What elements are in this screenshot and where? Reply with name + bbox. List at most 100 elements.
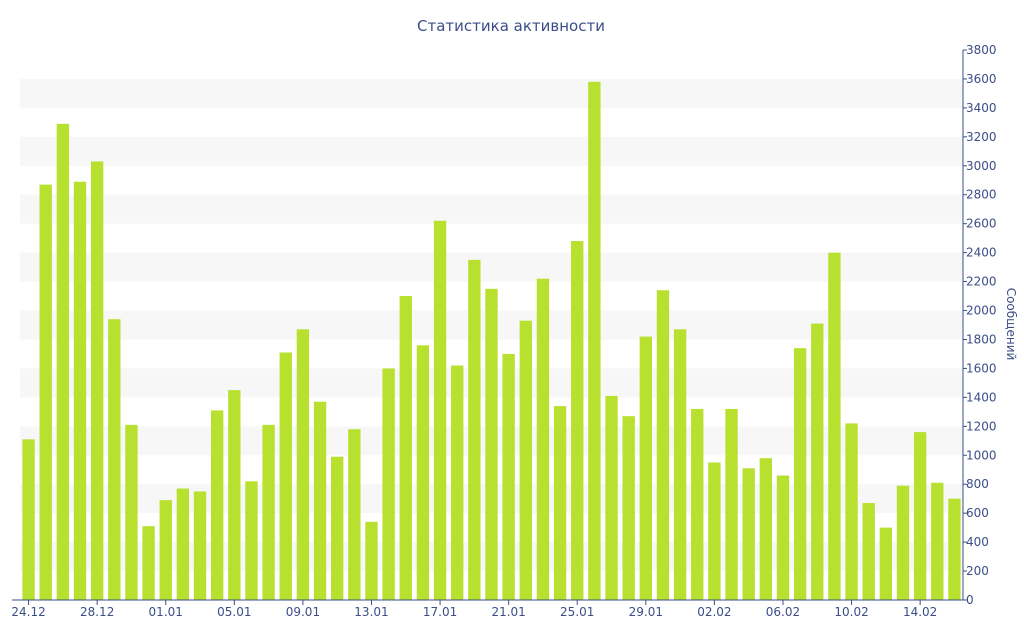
bar [73, 181, 87, 601]
y-tick-label: 0 [966, 593, 974, 607]
bar [39, 184, 52, 600]
bar [793, 348, 807, 600]
bar [519, 320, 532, 600]
y-tick-label: 800 [966, 477, 989, 491]
grid-band [20, 78, 963, 108]
chart-title: Статистика активности [417, 17, 605, 35]
x-tick-label: 21.01 [491, 605, 525, 619]
bar [605, 395, 618, 600]
bar [536, 278, 550, 600]
bar [691, 408, 704, 600]
bar [262, 424, 275, 600]
y-tick-label: 3400 [966, 101, 997, 115]
x-tick-label: 09.01 [286, 605, 320, 619]
grid-band [20, 252, 963, 282]
bar [468, 259, 481, 600]
bars-group [22, 81, 961, 601]
bar [725, 408, 738, 600]
bar [571, 241, 584, 601]
y-tick-label: 3600 [966, 72, 997, 86]
x-tick-label: 06.02 [766, 605, 800, 619]
bar [22, 439, 35, 600]
bar [108, 319, 121, 600]
grid-band [20, 136, 963, 166]
bar [348, 429, 361, 600]
bar [896, 485, 910, 600]
bar [553, 406, 567, 600]
bar [125, 424, 138, 600]
bar [279, 352, 292, 600]
y-axis-label: Сообщений [1004, 288, 1018, 361]
bar [673, 329, 687, 600]
bar [931, 482, 944, 600]
bar [159, 500, 172, 600]
x-tick-label: 25.01 [560, 605, 594, 619]
x-tick-label: 01.01 [149, 605, 183, 619]
bar [331, 456, 344, 600]
bar [90, 161, 104, 600]
y-tick-label: 1800 [966, 332, 997, 346]
bar [313, 401, 327, 600]
bar [365, 521, 378, 600]
x-tick-label: 13.01 [354, 605, 388, 619]
bar [776, 475, 790, 600]
x-tick-label: 05.01 [217, 605, 251, 619]
bar [845, 423, 858, 600]
bar [485, 288, 498, 600]
y-tick-label: 3200 [966, 130, 997, 144]
x-tick-label: 14.02 [903, 605, 937, 619]
y-tick-label: 1400 [966, 390, 997, 404]
x-axis: 24.12 28.12 01.01 05.01 09.01 13.01 17.01 21.01… [11, 599, 963, 619]
y-tick-label: 200 [966, 564, 989, 578]
bar [759, 458, 772, 600]
y-tick-label: 3000 [966, 159, 997, 173]
y-axis: 0 200 400 600 800 1000 1200 1400 1600 1800 2000 220… [962, 43, 997, 607]
bar [228, 390, 241, 600]
bar [879, 527, 893, 600]
bar [588, 81, 601, 600]
y-tick-label: 2000 [966, 304, 997, 318]
bar [862, 503, 875, 600]
bar [176, 488, 190, 600]
x-tick-label: 02.02 [697, 605, 731, 619]
y-tick-label: 3800 [966, 43, 997, 57]
bar [433, 220, 447, 600]
x-tick-label: 24.12 [11, 605, 45, 619]
y-tick-label: 2400 [966, 246, 997, 260]
y-tick-label: 2800 [966, 188, 997, 202]
bar [245, 481, 258, 600]
y-tick-label: 400 [966, 535, 989, 549]
bar [382, 368, 395, 600]
bar [211, 410, 224, 600]
x-tick-label: 29.01 [629, 605, 663, 619]
bar [142, 526, 155, 600]
y-tick-label: 2200 [966, 275, 997, 289]
bar [416, 345, 430, 600]
y-tick-label: 1200 [966, 419, 997, 433]
bar [451, 365, 464, 600]
x-tick-label: 17.01 [423, 605, 457, 619]
y-tick-label: 1000 [966, 448, 997, 462]
grid-band [20, 194, 963, 224]
bar [296, 329, 310, 600]
bar [639, 336, 652, 600]
bar [913, 432, 927, 600]
x-tick-label: 10.02 [834, 605, 868, 619]
x-tick-label: 28.12 [80, 605, 114, 619]
bar [708, 462, 721, 600]
bar [56, 123, 70, 600]
bar [502, 353, 515, 600]
bar [656, 290, 670, 600]
bar [948, 498, 961, 600]
bar [828, 252, 841, 600]
bar [622, 416, 635, 600]
bar [193, 491, 207, 600]
y-tick-label: 2600 [966, 217, 997, 231]
y-tick-label: 1600 [966, 361, 997, 375]
bar [811, 323, 824, 600]
bar [742, 468, 755, 600]
bar [399, 296, 412, 600]
y-tick-label: 600 [966, 506, 989, 520]
